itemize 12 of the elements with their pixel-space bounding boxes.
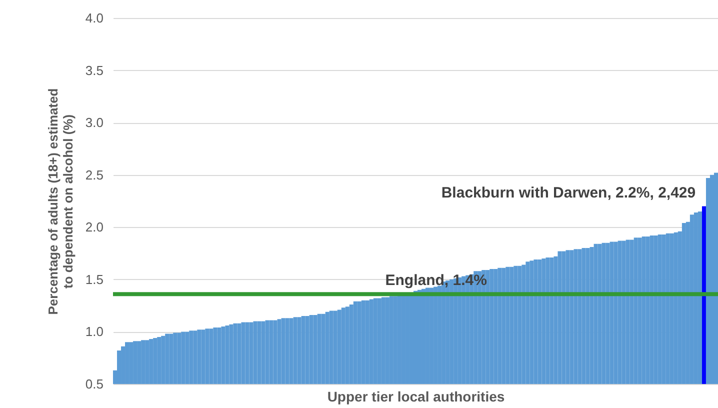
annotation: Blackburn with Darwen, 2.2%, 2,429 [441,184,696,202]
y-tick-label: 4.0 [85,10,104,26]
y-tick-label: 3.5 [85,62,104,78]
y-tick-label: 3.0 [85,115,104,130]
y-tick-label: 0.5 [85,376,104,392]
y-tick-label: 2.0 [85,220,104,235]
y-tick-label: 2.5 [85,167,104,182]
y-tick-label: 1.0 [85,324,104,340]
ref-line-label: England, 1.4% [385,272,487,290]
y-axis-title: Percentage of adults (18+) estimated to dependent on alcohol (%) [45,88,76,315]
y-tick-label: 1.5 [85,272,104,287]
x-axis-title: Upper tier local authorities [327,388,505,404]
